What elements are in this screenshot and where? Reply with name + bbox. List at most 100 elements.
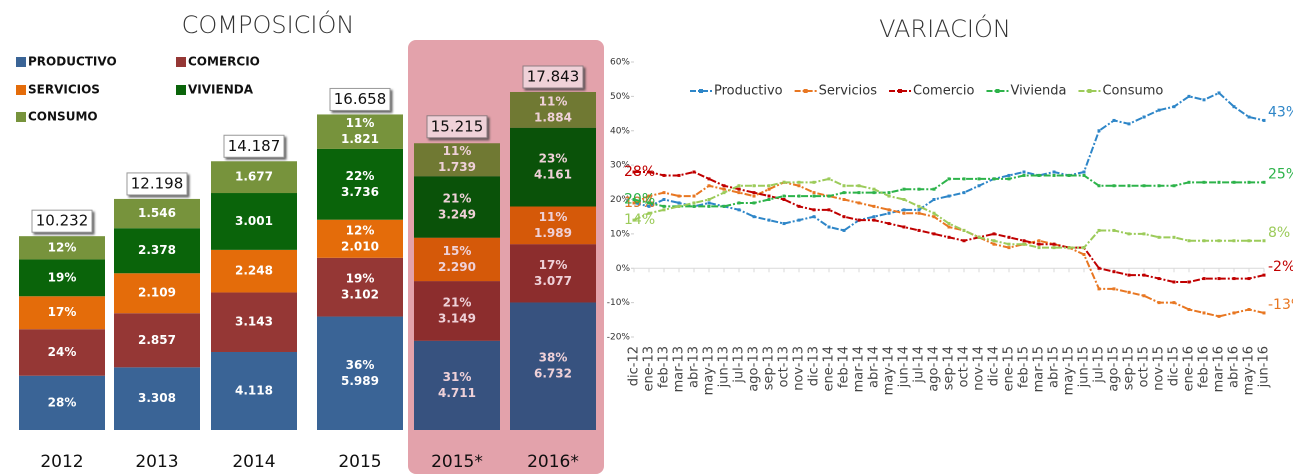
y-tick-label: 40% — [610, 126, 630, 136]
point-marker — [917, 204, 921, 208]
point-marker — [917, 211, 921, 215]
legend-label: COMERCIO — [188, 55, 260, 69]
x-tick-label: oct-13 — [777, 346, 792, 387]
point-marker — [1082, 173, 1086, 177]
point-marker — [1052, 173, 1056, 177]
point-marker — [1232, 277, 1236, 281]
x-tick-label: oct-15 — [1137, 346, 1152, 387]
point-marker — [647, 204, 651, 208]
x-tick-label: 2014 — [232, 452, 275, 472]
point-marker — [1112, 228, 1116, 232]
point-marker — [932, 198, 936, 201]
point-marker — [692, 170, 696, 174]
point-marker — [872, 204, 876, 208]
point-marker — [1157, 184, 1161, 188]
point-marker — [902, 225, 906, 229]
point-marker — [632, 201, 636, 205]
point-marker — [872, 215, 876, 219]
point-marker — [677, 194, 681, 198]
point-marker — [1247, 180, 1251, 184]
bar-segment — [317, 219, 403, 258]
x-tick-label: 2012 — [40, 452, 83, 472]
point-marker — [1022, 173, 1026, 177]
point-marker — [737, 184, 741, 188]
point-marker — [1202, 180, 1206, 184]
point-marker — [1097, 228, 1101, 232]
point-marker — [797, 180, 801, 184]
point-marker — [752, 184, 756, 188]
x-tick-label: feb-13 — [657, 346, 672, 388]
highlight-overlay — [408, 40, 604, 474]
legend-label: PRODUCTIVO — [28, 55, 117, 69]
bar-segment — [317, 316, 403, 430]
share-label: 28% — [48, 395, 77, 409]
point-marker — [1172, 105, 1176, 109]
x-tick-label: may-15 — [1062, 346, 1077, 395]
point-marker — [1022, 239, 1026, 243]
data-label: 43% — [1268, 104, 1293, 120]
point-marker — [992, 239, 996, 243]
point-marker — [1052, 246, 1056, 250]
point-marker — [1187, 239, 1191, 243]
point-marker — [962, 191, 966, 195]
x-tick-label: abr-14 — [867, 346, 882, 388]
point-marker — [1217, 91, 1221, 95]
x-tick-label: may-13 — [702, 346, 717, 395]
point-marker — [947, 194, 951, 198]
point-marker — [722, 184, 726, 188]
bar-segment — [114, 273, 200, 314]
point-marker — [1127, 122, 1131, 126]
point-marker — [797, 194, 801, 198]
point-marker — [1187, 308, 1191, 311]
point-marker — [1232, 239, 1236, 243]
point-marker — [782, 194, 786, 198]
x-tick-label: feb-14 — [837, 346, 852, 388]
x-tick-label: abr-16 — [1227, 346, 1242, 388]
point-marker — [812, 194, 816, 198]
point-marker — [1217, 314, 1221, 318]
point-marker — [677, 204, 681, 208]
point-marker — [662, 204, 666, 208]
point-marker — [767, 218, 771, 222]
total-box — [223, 134, 285, 158]
share-label: 12% — [346, 223, 375, 237]
point-marker — [1142, 232, 1146, 236]
x-tick-label: feb-16 — [1197, 346, 1212, 388]
point-marker — [752, 215, 756, 219]
bar-segment — [19, 329, 105, 376]
x-tick-label: jun-15 — [1077, 346, 1092, 388]
data-label: -2% — [1268, 259, 1293, 275]
point-marker — [992, 177, 996, 181]
x-tick-label: feb-15 — [1017, 346, 1032, 388]
point-marker — [887, 208, 891, 212]
legend-marker — [1087, 89, 1092, 93]
point-marker — [1007, 246, 1011, 250]
x-tick-label: oct-14 — [957, 346, 972, 387]
share-label: 24% — [48, 345, 77, 359]
point-marker — [857, 184, 861, 188]
point-marker — [1112, 184, 1116, 188]
point-marker — [1082, 246, 1086, 250]
point-marker — [1172, 235, 1176, 239]
point-marker — [632, 198, 636, 201]
point-marker — [1037, 242, 1041, 246]
point-marker — [812, 215, 816, 219]
point-marker — [827, 194, 831, 198]
chart-title: VARIACIÓN — [879, 13, 1011, 43]
point-marker — [1262, 273, 1266, 277]
point-marker — [722, 191, 726, 195]
x-tick-label: dic-13 — [807, 346, 822, 386]
point-marker — [632, 170, 636, 174]
series-line — [633, 91, 1265, 232]
bar-segment — [19, 236, 105, 260]
point-marker — [887, 191, 891, 195]
point-marker — [872, 187, 876, 191]
value-label: 4.118 — [235, 383, 273, 397]
legend-label: Productivo — [714, 84, 783, 99]
bar-segment — [19, 296, 105, 330]
point-marker — [947, 177, 951, 181]
point-marker — [917, 228, 921, 232]
point-marker — [1097, 266, 1101, 270]
point-marker — [1037, 173, 1041, 177]
point-marker — [962, 177, 966, 181]
